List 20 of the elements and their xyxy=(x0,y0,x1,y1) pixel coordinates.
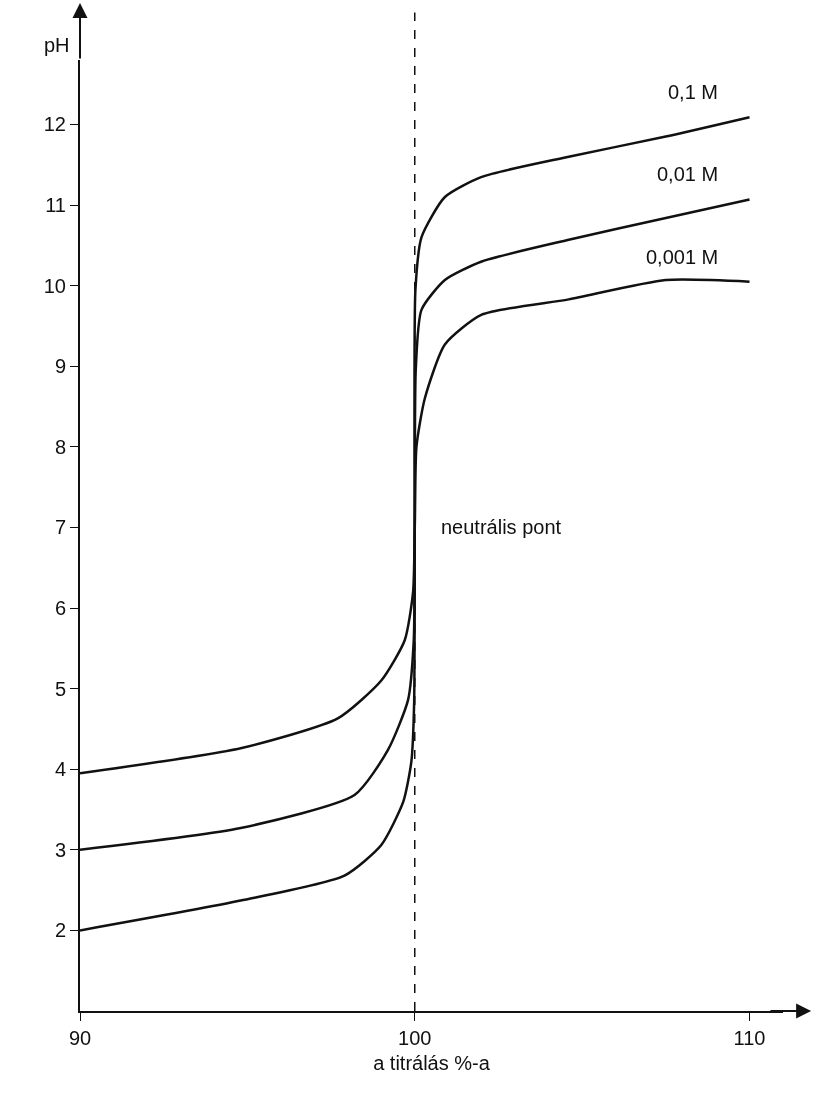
series-label: 0,01 M xyxy=(657,163,719,185)
series-label: 0,001 M xyxy=(646,246,719,268)
x-tick-label: 90 xyxy=(68,1027,92,1049)
y-tick-label: 4 xyxy=(54,758,66,781)
y-tick-label: 5 xyxy=(54,677,66,700)
y-tick-label: 12 xyxy=(43,113,66,136)
x-axis-title: a titrálás %-a xyxy=(373,1052,491,1074)
y-tick-label: 10 xyxy=(43,274,66,297)
series-label: 0,1 M xyxy=(668,81,719,103)
y-tick-label: 8 xyxy=(54,435,66,458)
y-tick-label: 7 xyxy=(54,516,66,539)
y-tick-label: 9 xyxy=(54,355,66,378)
y-tick-label: 2 xyxy=(54,919,66,942)
y-tick-label: 3 xyxy=(54,838,66,861)
x-tick-label: 110 xyxy=(733,1027,766,1049)
y-tick-label: 6 xyxy=(54,597,66,620)
annotation: neutrális pont xyxy=(441,516,562,538)
x-tick-label: 100 xyxy=(398,1027,432,1049)
y-axis-title: pH xyxy=(44,34,70,56)
y-tick-label: 11 xyxy=(45,194,66,217)
